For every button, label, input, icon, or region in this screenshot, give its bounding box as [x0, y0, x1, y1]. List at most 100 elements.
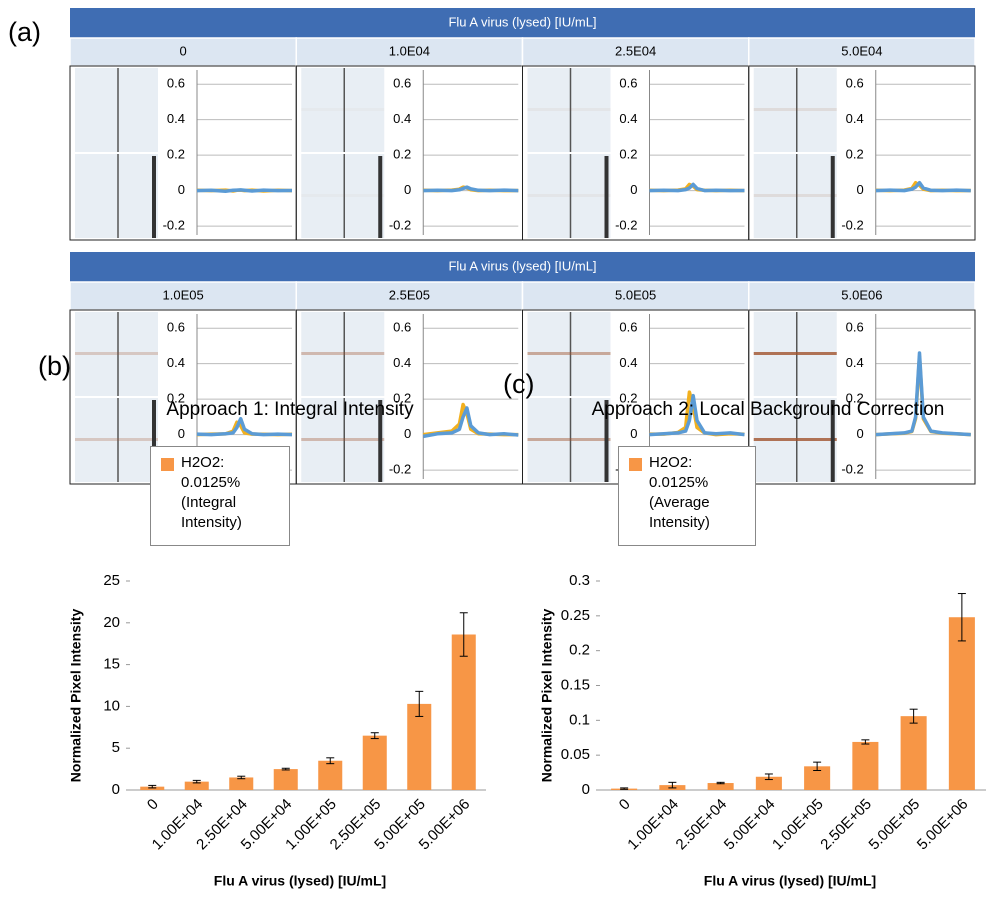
y-tick-label: 10	[103, 697, 120, 714]
y-tick-label: 0.6	[619, 76, 637, 91]
y-tick-label: 0.1	[569, 711, 590, 728]
y-tick-label: -0.2	[841, 218, 863, 233]
error-bar	[909, 708, 918, 724]
column-header: 2.5E05	[389, 287, 430, 302]
column-header-bg	[69, 37, 297, 67]
column-header-bg	[521, 281, 750, 311]
panel-label: (a)	[8, 17, 41, 47]
y-tick-label: 0	[404, 182, 411, 197]
error-bar	[237, 775, 246, 780]
x-tick-label: 1.00E+05	[769, 796, 827, 854]
y-tick-label: 0.4	[619, 111, 637, 126]
legend-label: H2O2: 0.0125% (Integral Intensity)	[181, 454, 242, 531]
strip-photo	[301, 312, 385, 396]
test-line	[301, 438, 385, 441]
table-cell	[748, 309, 976, 485]
y-axis-label: Normalized Pixel Intensity	[539, 609, 555, 783]
y-tick-label: 0.4	[167, 355, 185, 370]
table-cell	[748, 65, 976, 241]
test-line	[527, 352, 611, 355]
x-axis-label: Flu A virus (lysed) [IU/mL]	[704, 873, 876, 889]
table-header-bg	[70, 8, 975, 38]
y-tick-label: 0.6	[846, 76, 864, 91]
x-tick-label: 0	[616, 796, 634, 814]
test-line	[301, 352, 385, 355]
y-tick-label: 0.4	[167, 111, 185, 126]
error-bar	[668, 781, 677, 789]
profile-line	[196, 416, 293, 437]
error-bar	[370, 732, 379, 740]
error-bar	[813, 761, 822, 771]
y-tick-label: 0	[178, 426, 185, 441]
y-tick-label: 0.25	[561, 607, 590, 624]
error-bar	[764, 773, 773, 781]
profile-line	[196, 188, 293, 193]
strip-photo	[75, 312, 158, 396]
y-tick-label: 0	[178, 182, 185, 197]
y-tick-label: -0.2	[389, 218, 411, 233]
y-tick-label: 0.6	[619, 320, 637, 335]
table-header-bg	[70, 252, 975, 282]
bar	[184, 781, 209, 790]
y-tick-label: 0	[630, 426, 637, 441]
column-header: 2.5E04	[615, 43, 656, 58]
column-header-bg	[69, 281, 297, 311]
y-tick-label: 0.4	[619, 355, 637, 370]
x-tick-label: 5.00E+06	[914, 796, 972, 854]
test-line	[301, 194, 384, 197]
column-header: 1.0E04	[389, 43, 430, 58]
column-header-bg	[521, 37, 750, 67]
y-tick-label: 0	[112, 781, 120, 798]
bar	[707, 783, 734, 790]
y-tick-label: -0.2	[163, 218, 185, 233]
x-tick-label: 2.50E+05	[817, 796, 875, 854]
y-tick-label: 0.6	[846, 320, 864, 335]
strip-photo	[527, 154, 611, 238]
column-header: 0	[180, 43, 187, 58]
y-axis-label: Normalized Pixel Intensity	[68, 609, 84, 783]
panel-label: (b)	[38, 351, 71, 381]
x-tick-label: 0	[144, 796, 162, 814]
test-line	[75, 438, 158, 441]
bar	[273, 769, 298, 790]
legend-swatch	[629, 458, 642, 471]
column-header-bg	[748, 281, 976, 311]
y-tick-label: -0.2	[841, 462, 863, 477]
y-tick-label: 20	[103, 614, 120, 631]
profile-line	[423, 185, 519, 193]
strip-photo	[527, 312, 611, 396]
x-tick-label: 5.00E+04	[721, 796, 779, 854]
y-tick-label: 0.6	[167, 76, 185, 91]
y-tick-label: 0.05	[561, 746, 590, 763]
legend: H2O2: 0.0125% (Integral Intensity)	[150, 446, 290, 546]
error-bar	[957, 593, 966, 642]
y-tick-label: 0.2	[569, 642, 590, 659]
strip-photo	[753, 154, 837, 238]
test-line	[75, 352, 158, 355]
bar	[451, 634, 476, 790]
y-tick-label: 0.2	[393, 147, 411, 162]
column-header: 5.0E05	[615, 287, 656, 302]
bar	[229, 777, 254, 790]
y-tick-label: 0.4	[393, 355, 411, 370]
x-tick-label: 2.50E+04	[673, 796, 731, 854]
error-bar	[459, 612, 468, 657]
error-bar	[326, 757, 335, 765]
strip-photo	[75, 154, 158, 238]
legend: H2O2: 0.0125% (Average Intensity)	[618, 446, 756, 546]
y-tick-label: 0.6	[167, 320, 185, 335]
test-line	[527, 438, 611, 441]
y-tick-label: 0.4	[393, 111, 411, 126]
strip-photo	[753, 68, 837, 152]
bar	[407, 703, 432, 790]
test-line	[753, 108, 837, 111]
error-bar	[148, 784, 157, 789]
column-header: 5.0E06	[841, 287, 882, 302]
y-tick-label: 5	[112, 739, 120, 756]
y-tick-label: 0	[857, 182, 864, 197]
y-tick-label: 0.2	[846, 391, 864, 406]
error-bar	[716, 781, 725, 785]
legend-label: H2O2: 0.0125% (Average Intensity)	[649, 454, 710, 531]
y-tick-label: 0.4	[846, 111, 864, 126]
